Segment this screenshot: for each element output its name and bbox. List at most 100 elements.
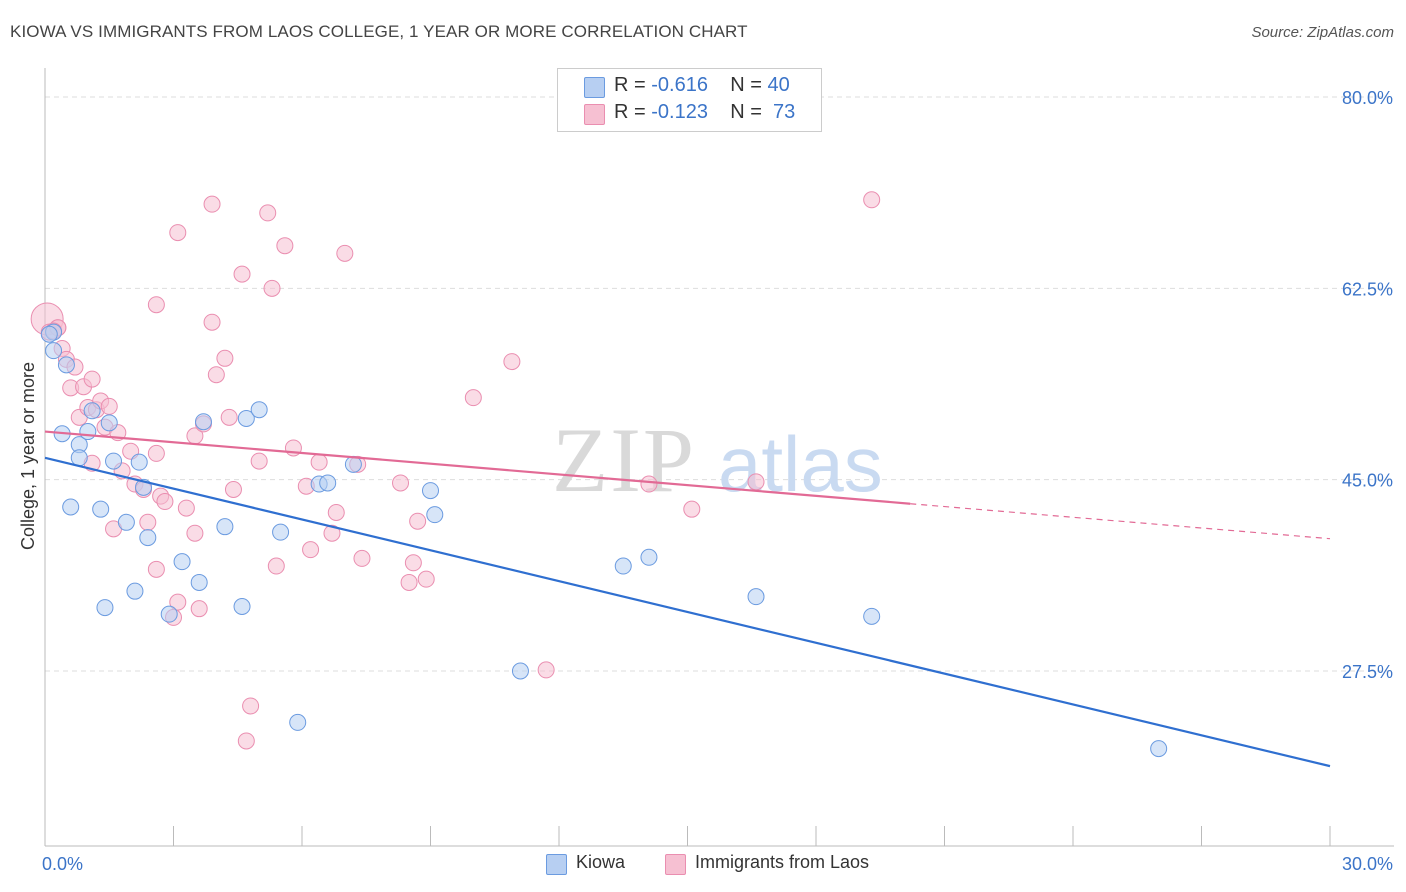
laos-point: [169, 593, 187, 611]
laos-point: [207, 366, 225, 384]
kiowa-point: [70, 449, 88, 467]
kiowa-point: [62, 498, 80, 516]
laos-point: [503, 353, 521, 371]
kiowa-point: [190, 573, 208, 591]
kiowa-point: [173, 553, 191, 571]
laos-point: [216, 349, 234, 367]
laos-point: [203, 195, 221, 213]
bottom-legend-swatch-laos: [665, 854, 686, 875]
laos-point: [464, 389, 482, 407]
y-tick-label: 45.0%: [1342, 471, 1393, 491]
kiowa-point: [79, 423, 97, 441]
bottom-legend-swatch-kiowa: [546, 854, 567, 875]
kiowa-point: [426, 506, 444, 524]
laos-point: [169, 224, 187, 242]
laos-point: [250, 452, 268, 470]
legend-n-value: 40: [767, 74, 790, 96]
kiowa-point: [250, 401, 268, 419]
legend-swatch-kiowa: [584, 77, 605, 98]
laos-point: [863, 191, 881, 209]
x-tick-label: 0.0%: [42, 854, 83, 874]
legend-n-value: 73: [773, 101, 796, 123]
bottom-legend-label-kiowa: Kiowa: [576, 852, 626, 872]
kiowa-point: [289, 713, 307, 731]
laos-point: [83, 370, 101, 388]
laos-point: [220, 408, 238, 426]
laos-point: [353, 549, 371, 567]
laos-point: [640, 475, 658, 493]
laos-point: [147, 444, 165, 462]
laos-point: [267, 557, 285, 575]
kiowa-point: [237, 409, 255, 427]
kiowa-point: [130, 453, 148, 471]
kiowa-point: [57, 356, 75, 374]
laos-point: [100, 397, 118, 415]
watermark-atlas: atlas: [718, 420, 883, 508]
watermark: ZIP atlas: [552, 409, 883, 511]
kiowa-point: [83, 402, 101, 420]
axes: [44, 68, 1394, 847]
laos-point: [747, 473, 765, 491]
kiowa-point: [233, 597, 251, 615]
laos-point: [276, 237, 294, 255]
y-tick-label: 80.0%: [1342, 88, 1393, 108]
laos-point: [233, 265, 251, 283]
laos-point: [237, 732, 255, 750]
legend-n-label: N =: [730, 101, 768, 123]
kiowa-point: [105, 452, 123, 470]
y-tick-label: 62.5%: [1342, 279, 1393, 299]
laos-point: [302, 541, 320, 559]
watermark-zip: ZIP: [552, 409, 696, 511]
kiowa-point: [511, 662, 529, 680]
kiowa-point: [640, 548, 658, 566]
chart-source: Source: ZipAtlas.com: [1251, 24, 1394, 41]
kiowa-trendline: [44, 456, 1331, 768]
legend-r-value: -0.616: [651, 74, 708, 96]
x-tick-labels: 0.0% 30.0%: [42, 854, 1393, 874]
laos-point: [186, 524, 204, 542]
laos-trendline-extension: [910, 503, 1331, 540]
laos-point: [310, 453, 328, 471]
laos-point: [417, 570, 435, 588]
laos-point: [323, 524, 341, 542]
laos-point: [263, 279, 281, 297]
legend: R = -0.616 N = 40 R = -0.123 N = 73: [557, 68, 822, 132]
laos-point: [242, 697, 260, 715]
laos-point: [537, 661, 555, 679]
kiowa-point: [126, 582, 144, 600]
kiowa-point: [614, 557, 632, 575]
bottom-legend-label-laos: Immigrants from Laos: [695, 852, 870, 872]
kiowa-point: [96, 599, 114, 617]
laos-point: [203, 313, 221, 331]
legend-n-label: N =: [730, 74, 768, 96]
series-kiowa-points: [40, 323, 1168, 758]
laos-point: [327, 503, 345, 521]
kiowa-point: [139, 529, 157, 547]
gridlines: [45, 96, 1394, 672]
kiowa-point: [422, 482, 439, 500]
laos-point: [392, 474, 410, 492]
kiowa-point: [1150, 740, 1168, 758]
laos-point: [177, 499, 195, 517]
y-axis-label: College, 1 year or more: [18, 362, 38, 550]
kiowa-point: [92, 500, 110, 518]
laos-point: [156, 493, 174, 511]
chart-title: KIOWA VS IMMIGRANTS FROM LAOS COLLEGE, 1…: [10, 22, 748, 41]
x-tick-label: 30.0%: [1342, 854, 1393, 874]
legend-r-label: R =: [614, 74, 652, 96]
kiowa-point: [45, 342, 63, 360]
legend-swatch-laos: [584, 104, 605, 125]
kiowa-point: [863, 607, 881, 625]
laos-point: [190, 600, 208, 618]
laos-point: [224, 481, 242, 499]
kiowa-point: [319, 474, 337, 492]
laos-point: [139, 513, 157, 531]
laos-point: [409, 512, 427, 530]
kiowa-point: [216, 518, 234, 536]
laos-point: [259, 204, 277, 222]
laos-point: [400, 573, 418, 591]
legend-r-value: -0.123: [651, 101, 708, 123]
legend-r-label: R =: [614, 101, 652, 123]
laos-trendline: [44, 430, 911, 505]
